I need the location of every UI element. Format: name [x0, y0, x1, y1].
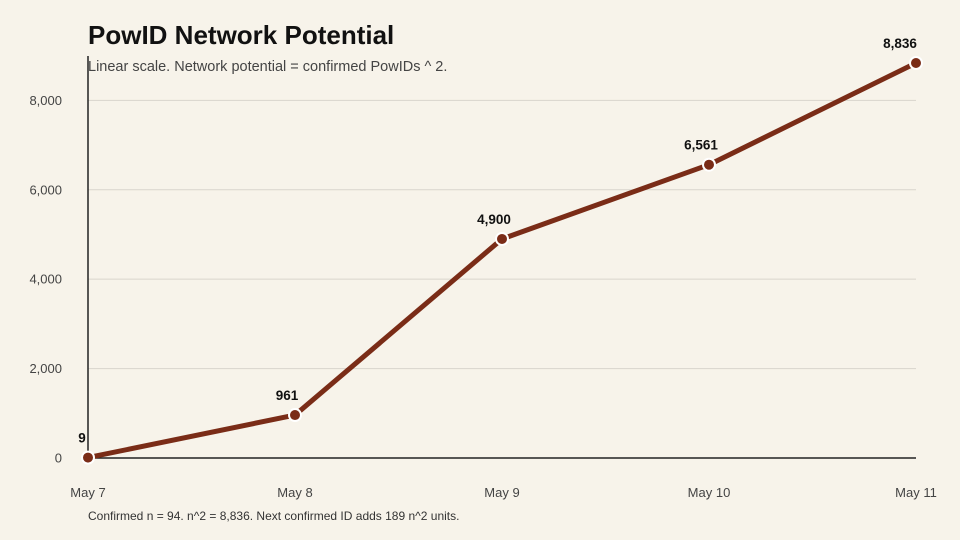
y-tick-label: 0: [55, 451, 62, 466]
series-line: [85, 60, 919, 461]
data-point: [288, 408, 302, 423]
data-point: [702, 157, 716, 172]
chart-footnote: Confirmed n = 94. n^2 = 8,836. Next conf…: [88, 509, 460, 523]
data-label: 8,836: [883, 36, 917, 51]
y-tick-label: 4,000: [29, 272, 62, 287]
data-point: [909, 56, 923, 70]
chart-title: PowID Network Potential: [88, 20, 395, 50]
y-tick-label: 8,000: [29, 93, 62, 108]
data-point: [81, 450, 95, 465]
data-label: 9: [78, 431, 86, 446]
x-tick-label: May 11: [895, 485, 937, 500]
data-point: [495, 231, 509, 246]
data-label: 961: [276, 388, 299, 403]
x-tick-label: May 10: [688, 485, 731, 500]
x-tick-label: May 7: [70, 485, 105, 500]
chart-subtitle: Linear scale. Network potential = confir…: [88, 59, 448, 75]
y-tick-label: 2,000: [29, 361, 62, 376]
data-label: 6,561: [684, 138, 718, 153]
x-tick-label: May 8: [277, 485, 312, 500]
y-tick-label: 6,000: [29, 182, 62, 197]
x-tick-label: May 9: [484, 485, 519, 500]
data-label: 4,900: [477, 212, 511, 227]
